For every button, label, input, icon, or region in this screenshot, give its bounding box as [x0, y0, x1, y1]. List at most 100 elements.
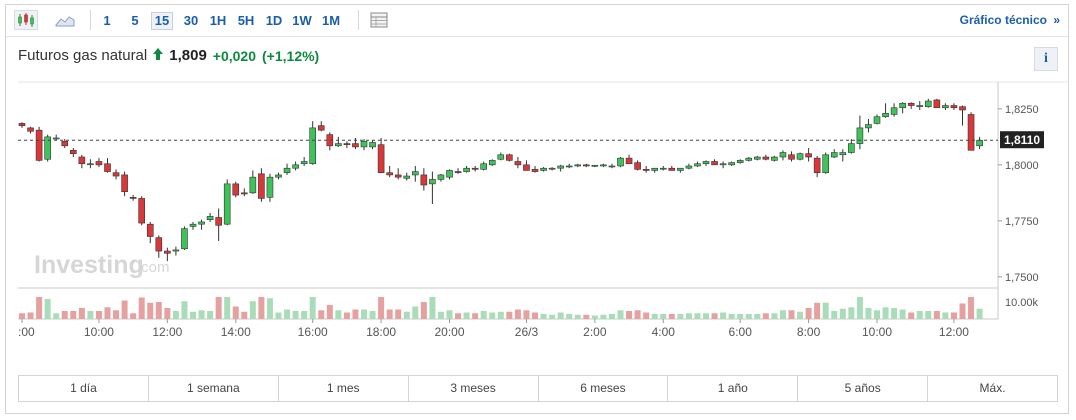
volume-bar: [147, 302, 154, 319]
candle: [967, 112, 975, 151]
candle-body: [924, 100, 932, 107]
timeframe-5[interactable]: 5: [131, 13, 139, 28]
candle: [771, 155, 778, 162]
range-button-7[interactable]: Máx.: [979, 381, 1006, 395]
candle-body: [300, 161, 308, 165]
volume-bar: [660, 314, 667, 319]
x-tick-label: 4:00: [652, 325, 676, 339]
candle: [215, 208, 222, 241]
volume-bar: [754, 314, 761, 319]
volume-bar: [378, 297, 385, 319]
candle-body: [429, 179, 436, 185]
candle: [702, 160, 710, 166]
volume-bar: [608, 314, 615, 319]
volume-bar: [284, 309, 291, 319]
table-icon[interactable]: [367, 10, 391, 30]
candle-body: [112, 172, 120, 177]
volume-bar: [232, 306, 239, 319]
volume-bar: [856, 297, 863, 319]
candle-body: [771, 156, 778, 161]
candle-body: [403, 175, 411, 179]
volume-bar: [651, 314, 658, 319]
candle-body: [745, 157, 753, 161]
candlestick-icon[interactable]: [14, 10, 38, 30]
volume-bar: [668, 314, 675, 319]
timeframe-30[interactable]: 30: [183, 13, 199, 28]
candle: [694, 161, 701, 168]
candle-body: [694, 163, 701, 167]
candle: [70, 148, 77, 158]
candle-body: [848, 143, 855, 153]
technical-chart-link[interactable]: Gráfico técnico »: [960, 13, 1060, 27]
volume-bar: [61, 311, 68, 319]
candle: [172, 246, 180, 256]
volume-bar: [138, 297, 145, 319]
candle: [950, 103, 958, 110]
volume-bar: [788, 310, 795, 319]
volume-bars: [19, 297, 983, 319]
timeframe-5h[interactable]: 5H: [237, 13, 255, 28]
range-button-5[interactable]: 1 año: [668, 376, 799, 401]
candle-body: [728, 162, 735, 166]
range-button-0[interactable]: 1 día: [19, 376, 149, 401]
candle: [129, 195, 137, 201]
volume-bar: [532, 312, 538, 319]
candle-body: [736, 160, 744, 163]
candle-body: [35, 129, 43, 161]
candle: [471, 165, 479, 172]
candle: [403, 172, 411, 181]
range-button-1[interactable]: 1 semana: [149, 376, 279, 401]
chart-widget: 1 5 15 30 1H 5H 1D 1W 1M Gráfico técnico » Futur…: [5, 4, 1069, 414]
candle: [437, 173, 445, 182]
range-button-2[interactable]: 1 mes: [279, 376, 409, 401]
candle-body: [540, 167, 547, 171]
candle: [942, 103, 949, 110]
range-button-4[interactable]: 6 meses: [539, 376, 669, 401]
candle-body: [668, 167, 676, 171]
candle: [600, 163, 607, 168]
timeframe-1m[interactable]: 1M: [321, 13, 341, 28]
volume-bar: [78, 308, 85, 319]
candle: [377, 137, 385, 173]
technical-chart-label: Gráfico técnico: [959, 13, 1047, 27]
candle: [44, 134, 51, 162]
candle: [35, 126, 43, 162]
candle-body: [480, 163, 488, 170]
timeframe-1d[interactable]: 1D: [265, 13, 283, 28]
area-chart-icon[interactable]: [53, 10, 77, 30]
current-price-label: 1,8110: [1004, 133, 1040, 147]
candle-body: [967, 114, 975, 151]
volume-bar: [865, 308, 872, 319]
candle-body: [386, 172, 393, 176]
range-button-6[interactable]: 5 años: [798, 376, 929, 401]
info-button[interactable]: i: [1034, 47, 1058, 71]
timeframe-1h[interactable]: 1H: [209, 13, 227, 28]
candle-body: [52, 137, 60, 140]
candle-body: [206, 216, 214, 221]
volume-bar: [634, 310, 641, 319]
candle-body: [497, 154, 505, 160]
candle: [283, 163, 291, 175]
timeframe-1w[interactable]: 1W: [292, 13, 312, 28]
watermark-suffix: .com: [137, 259, 170, 276]
candle-body: [241, 192, 248, 195]
volume-bar: [583, 314, 590, 319]
x-tick-label: 8:00: [797, 325, 821, 339]
candle: [830, 149, 838, 159]
volume-bar: [361, 309, 367, 319]
candle: [882, 103, 889, 118]
candle-body: [719, 163, 727, 166]
range-button-3[interactable]: 3 meses: [409, 376, 539, 401]
candle: [27, 126, 34, 134]
timeframe-1[interactable]: 1: [103, 13, 111, 28]
volume-bar: [164, 308, 171, 319]
timeframe-15[interactable]: 15: [151, 12, 173, 30]
candle-body: [788, 154, 795, 160]
candle-body: [506, 154, 513, 161]
volume-bar: [925, 311, 932, 319]
volume-bar: [455, 313, 462, 319]
candle: [788, 151, 795, 162]
watermark: Investing .com: [34, 251, 170, 279]
candle-body: [437, 174, 445, 180]
volume-bar: [899, 309, 906, 319]
